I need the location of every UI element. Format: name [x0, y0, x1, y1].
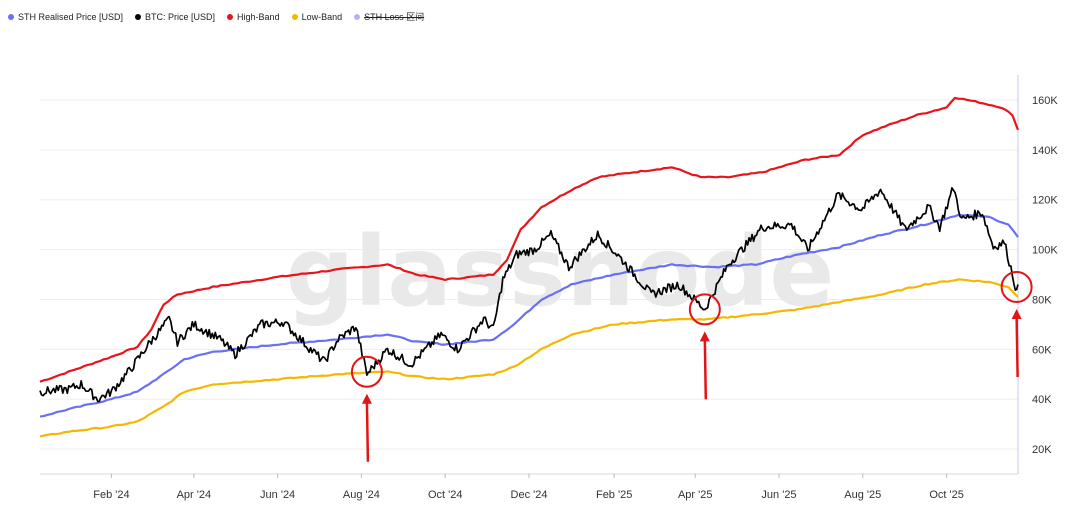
legend-item-4[interactable]: STH Loss 区间	[354, 10, 424, 23]
legend-item-3[interactable]: Low-Band	[291, 10, 343, 23]
legend-label: Low-Band	[301, 11, 343, 22]
arrow-shaft	[1015, 316, 1019, 377]
x-tick-label: Oct '24	[428, 489, 463, 501]
legend-label: STH Loss 区间	[364, 12, 425, 22]
x-tick-label: Aug '25	[844, 489, 881, 501]
arrow-shaft	[365, 401, 370, 462]
y-tick-label: 80K	[1032, 294, 1052, 306]
arrow-up-icon	[1011, 308, 1022, 319]
legend-item-0[interactable]: STH Realised Price [USD]	[8, 10, 123, 23]
x-tick-label: Feb '25	[596, 489, 632, 501]
arrow-up-icon	[699, 331, 710, 342]
legend-item-2[interactable]: High-Band	[227, 10, 280, 23]
series-line-2	[39, 278, 1019, 438]
legend-dot-icon	[8, 13, 14, 20]
series-line-1	[39, 213, 1019, 418]
x-tick-label: Dec '24	[511, 489, 548, 501]
watermark: glassnode	[286, 216, 835, 328]
y-tick-label: 40K	[1032, 394, 1052, 406]
legend: STH Realised Price [USD] BTC: Price [USD]…	[8, 10, 424, 23]
y-tick-label: 160K	[1032, 95, 1058, 107]
arrow-shaft	[703, 339, 708, 400]
x-tick-label: Apr '25	[678, 489, 713, 501]
highlight-circle	[688, 293, 721, 326]
highlight-circle	[1000, 270, 1033, 303]
legend-label: BTC: Price [USD]	[145, 11, 216, 22]
y-tick-label: 60K	[1032, 344, 1052, 356]
legend-dot-icon	[354, 13, 361, 20]
legend-item-1[interactable]: BTC: Price [USD]	[135, 10, 215, 23]
highlight-circle	[350, 355, 383, 388]
legend-dot-icon	[227, 13, 234, 20]
annotations	[350, 270, 1033, 462]
x-tick-label: Apr '24	[177, 489, 212, 501]
y-tick-label: 20K	[1032, 444, 1052, 456]
y-tick-label: 100K	[1032, 245, 1058, 257]
legend-label: STH Realised Price [USD]	[18, 11, 124, 22]
arrow-up-icon	[361, 393, 372, 404]
legend-dot-icon	[135, 13, 142, 20]
x-axis: Feb '24 Apr '24 Jun '24 Aug '24 Oct '24 Dec '…	[93, 474, 964, 501]
grid-lines	[40, 99, 1018, 450]
legend-dot-icon	[291, 13, 298, 20]
series-group	[39, 96, 1020, 438]
y-axis: 20K 40K 60K 80K 100K 120K 140K 160K	[1032, 95, 1058, 456]
x-tick-label: Jun '24	[260, 489, 295, 501]
series-line-3	[39, 187, 1019, 403]
x-tick-label: Aug '24	[343, 489, 380, 501]
y-tick-label: 120K	[1032, 195, 1058, 207]
y-tick-label: 140K	[1032, 145, 1058, 157]
series-line-0	[39, 96, 1020, 383]
legend-label: High-Band	[237, 11, 280, 22]
x-tick-label: Feb '24	[93, 489, 129, 501]
x-tick-label: Oct '25	[929, 489, 964, 501]
x-tick-label: Jun '25	[761, 489, 796, 501]
